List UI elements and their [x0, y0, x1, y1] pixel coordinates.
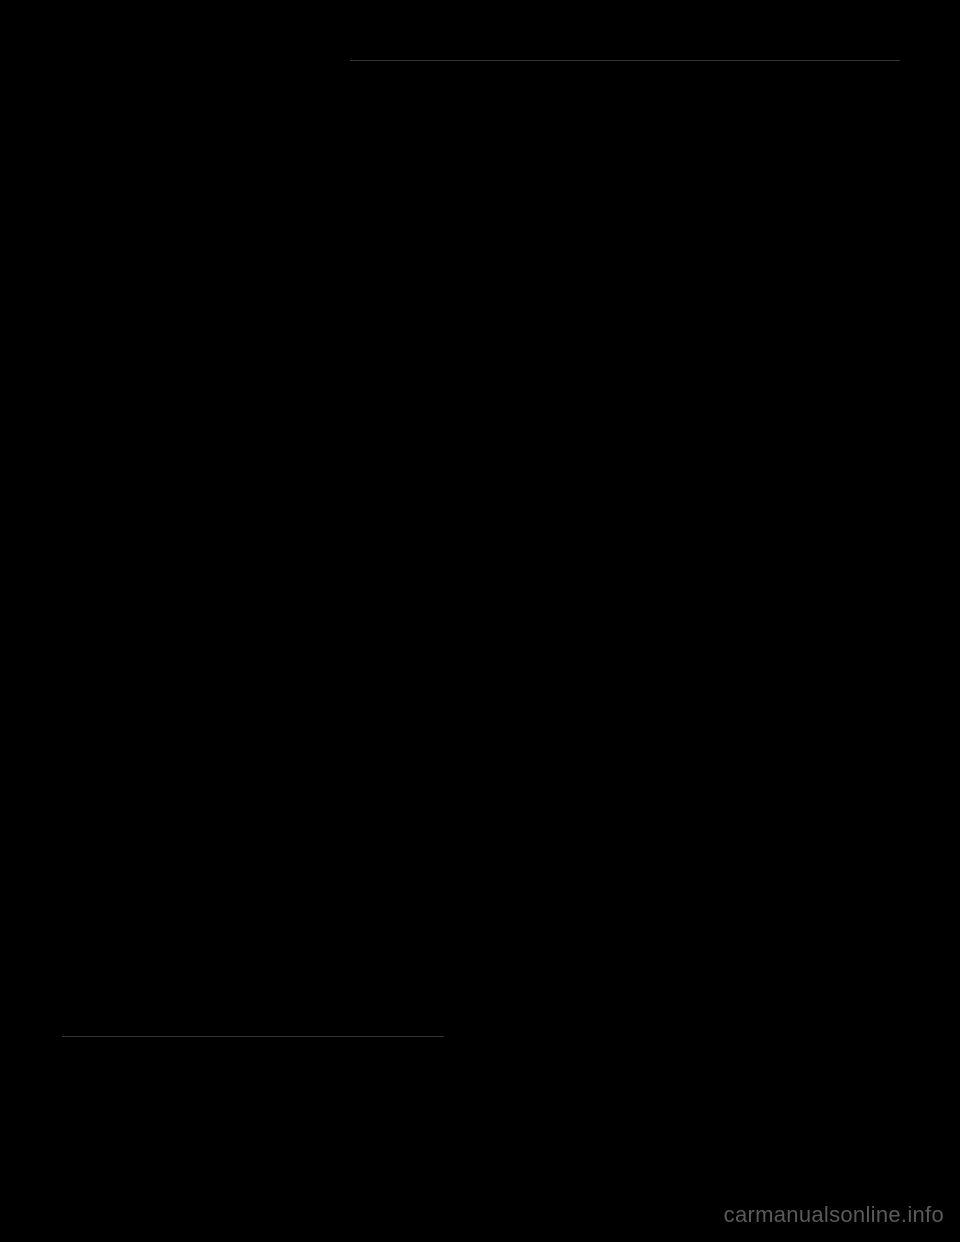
bottom-horizontal-divider: [62, 1036, 444, 1037]
top-horizontal-divider: [350, 60, 900, 61]
watermark-text: carmanualsonline.info: [724, 1202, 944, 1228]
